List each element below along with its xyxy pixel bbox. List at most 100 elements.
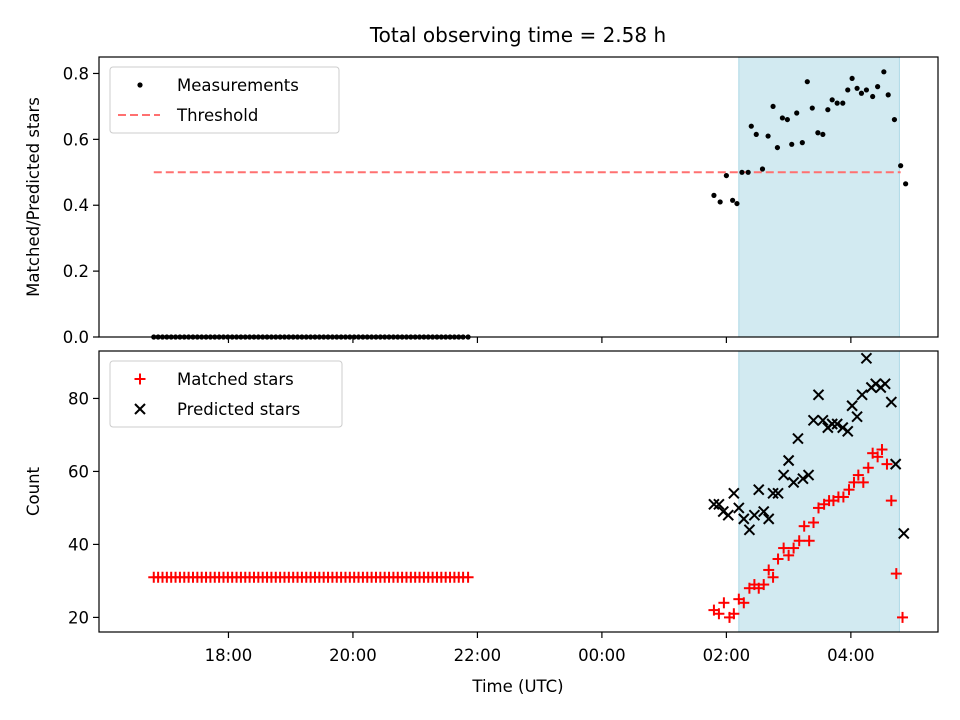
data-point-stroke	[743, 524, 756, 536]
data-point	[820, 131, 826, 138]
data-point	[846, 400, 858, 412]
data-point	[854, 85, 860, 91]
data-point-stroke	[879, 378, 891, 390]
data-point-stroke	[713, 498, 725, 510]
data-point	[842, 425, 854, 437]
data-point	[885, 396, 898, 408]
data-point-stroke	[733, 502, 745, 514]
data-point-stroke	[856, 389, 868, 401]
data-point	[799, 140, 805, 146]
data-point	[772, 487, 784, 500]
data-point	[903, 181, 909, 187]
y-tick-label: 20	[68, 608, 89, 627]
data-point-stroke	[885, 396, 898, 408]
legend-label: Threshold	[176, 106, 258, 125]
data-point	[753, 131, 759, 138]
data-point	[777, 469, 790, 481]
data-point	[758, 579, 770, 591]
data-point	[767, 571, 779, 583]
data-point	[763, 564, 775, 576]
data-point	[856, 389, 868, 401]
data-point	[807, 414, 820, 427]
data-point	[898, 527, 910, 540]
data-point	[767, 487, 779, 500]
data-point	[834, 100, 840, 106]
legend-item: Matched stars	[134, 370, 294, 389]
data-point	[870, 93, 876, 100]
data-point	[762, 513, 775, 525]
y-tick-label: 0.0	[63, 328, 89, 347]
data-point	[738, 597, 750, 609]
data-point-stroke	[787, 476, 800, 489]
data-point	[860, 352, 873, 365]
data-point-stroke	[728, 487, 740, 500]
data-point	[758, 505, 770, 518]
data-point	[898, 163, 904, 169]
data-point	[748, 509, 761, 521]
data-point-stroke	[722, 509, 734, 521]
legend-label: Matched stars	[177, 370, 294, 389]
data-point	[815, 130, 821, 136]
y-axis-label: Count	[24, 466, 43, 516]
data-point	[794, 110, 800, 116]
plot-frame	[98, 56, 939, 338]
data-point-stroke	[753, 483, 765, 496]
legend-marker	[137, 82, 143, 88]
data-point-stroke	[772, 487, 784, 500]
data-point	[717, 199, 723, 205]
data-point	[734, 200, 740, 207]
data-point	[738, 513, 750, 525]
data-point	[875, 84, 881, 90]
data-point	[857, 476, 869, 488]
data-point	[848, 476, 860, 488]
y-tick-label: 0.2	[63, 262, 89, 281]
data-point	[723, 172, 729, 179]
legend-frame	[109, 360, 343, 428]
data-point	[718, 597, 730, 609]
data-point	[852, 469, 864, 481]
data-point	[728, 608, 740, 620]
data-point	[879, 378, 891, 390]
data-point-stroke	[817, 414, 829, 427]
data-point	[778, 542, 790, 554]
data-point	[708, 498, 720, 510]
x-tick-label: 02:00	[703, 646, 751, 665]
data-point	[808, 517, 820, 529]
y-tick-label: 0.6	[63, 130, 89, 149]
data-point	[730, 197, 736, 203]
data-point	[745, 169, 751, 175]
data-point	[748, 123, 754, 129]
data-point-stroke	[812, 389, 825, 401]
data-point	[858, 90, 865, 96]
data-point	[809, 105, 815, 111]
x-tick-label: 00:00	[578, 646, 626, 665]
data-point-stroke	[762, 513, 775, 525]
data-point	[812, 502, 824, 514]
data-point	[897, 611, 909, 623]
data-point-stroke	[851, 410, 863, 423]
data-point	[774, 144, 781, 151]
data-point	[872, 451, 884, 463]
legend: Measurements Threshold	[109, 66, 340, 134]
data-point-stroke	[889, 458, 902, 470]
x-axis-label: Time (UTC)	[471, 677, 563, 696]
x-tick-label: 04:00	[827, 646, 875, 665]
panel-top-ratio: 0.0 0.2 0.4 0.6 0.8 Matched/Predicted stars Me…	[24, 56, 939, 347]
data-point	[728, 487, 740, 500]
x-tick-label: 18:00	[205, 646, 253, 665]
data-point	[770, 103, 776, 110]
data-point	[792, 432, 804, 445]
data-point	[890, 568, 902, 580]
data-point	[817, 414, 829, 427]
data-point	[802, 469, 815, 481]
y-tick-label: 0.8	[63, 64, 89, 83]
data-point	[739, 169, 745, 175]
data-point	[863, 87, 870, 93]
data-point-stroke	[758, 505, 770, 518]
data-point	[793, 535, 805, 547]
legend-item: Threshold	[118, 106, 258, 125]
data-point-stroke	[860, 352, 873, 365]
legend-frame	[109, 66, 340, 134]
x-tick-label: 20:00	[329, 646, 377, 665]
